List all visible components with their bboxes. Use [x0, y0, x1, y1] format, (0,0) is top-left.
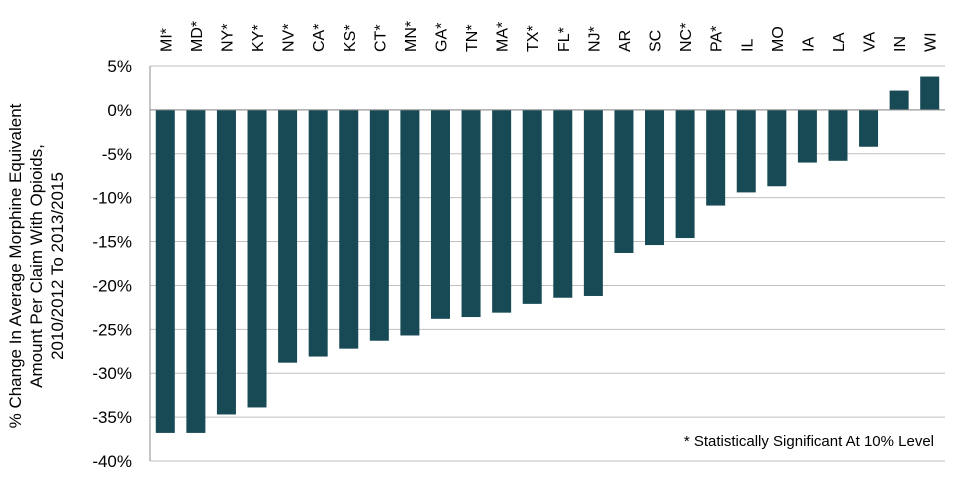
- category-label: CT*: [372, 24, 389, 52]
- bars: [155, 76, 940, 433]
- category-label: MN*: [403, 21, 420, 52]
- category-label: AR: [617, 30, 634, 52]
- bar: [583, 109, 603, 296]
- bar: [400, 109, 420, 336]
- bar: [553, 109, 573, 298]
- category-label: MA*: [495, 22, 512, 52]
- category-label: GA*: [433, 23, 450, 52]
- y-axis-ticks: 5% 0% -5% -10% -15% -20% -25% -30% -35% -40%: [92, 57, 132, 471]
- category-label: TX*: [525, 25, 542, 52]
- bar: [920, 76, 940, 110]
- category-label: NV*: [281, 24, 298, 52]
- bar: [155, 109, 175, 433]
- y-axis-title-line: % Change In Average Morphine Equivalent: [6, 103, 25, 428]
- category-label: FL*: [556, 27, 573, 52]
- y-tick-label: -5%: [102, 145, 132, 164]
- bar: [645, 109, 665, 246]
- y-tick-label: -35%: [92, 408, 132, 427]
- bar: [522, 109, 542, 304]
- category-label: LA: [831, 32, 848, 52]
- category-label: TN*: [464, 24, 481, 52]
- bar: [889, 90, 909, 110]
- bar: [278, 109, 298, 363]
- y-tick-label: -30%: [92, 364, 132, 383]
- y-axis-title-line: Amount Per Claim With Opioids,: [27, 144, 46, 388]
- bar: [430, 109, 450, 319]
- y-tick-label: -10%: [92, 189, 132, 208]
- bar: [828, 109, 848, 161]
- bar: [736, 109, 756, 193]
- y-axis-title-line: 2010/2012 To 2013/2015: [48, 172, 67, 360]
- y-tick-label: -40%: [92, 452, 132, 471]
- bar: [339, 109, 359, 349]
- gridlines: [149, 65, 945, 462]
- y-tick-label: -20%: [92, 276, 132, 295]
- category-label: MD*: [189, 21, 206, 52]
- category-label: MO: [770, 26, 787, 52]
- category-label: NJ*: [586, 26, 603, 52]
- bar: [369, 109, 389, 341]
- category-label: MI*: [158, 28, 175, 52]
- category-label: IN: [892, 36, 909, 52]
- bar: [308, 109, 328, 357]
- bar: [767, 109, 787, 187]
- category-label: KY*: [250, 24, 267, 52]
- category-label: NC*: [678, 23, 695, 52]
- y-tick-label: 5%: [107, 57, 132, 76]
- bar: [461, 109, 481, 318]
- category-labels: MI* MD* NY* KY* NV* CA* KS* CT* MN* GA* TN* MA* TX* F…: [158, 21, 939, 52]
- bar: [247, 109, 267, 408]
- category-label: SC: [648, 30, 665, 52]
- bar: [706, 109, 726, 206]
- bar: [859, 109, 879, 147]
- category-label: PA*: [709, 26, 726, 52]
- category-label: IL: [739, 39, 756, 52]
- y-tick-label: -15%: [92, 233, 132, 252]
- y-tick-label: -25%: [92, 320, 132, 339]
- category-label: VA: [862, 32, 879, 52]
- y-tick-label: 0%: [107, 101, 132, 120]
- category-label: IA: [800, 37, 817, 52]
- bar: [216, 109, 236, 415]
- bar: [797, 109, 817, 163]
- category-label: KS*: [342, 24, 359, 52]
- significance-note: * Statistically Significant At 10% Level: [684, 433, 934, 450]
- category-label: NY*: [219, 24, 236, 52]
- y-axis-title: % Change In Average Morphine Equivalent A…: [6, 103, 67, 428]
- bar: [186, 109, 206, 433]
- bar: [675, 109, 695, 239]
- category-label: CA*: [311, 24, 328, 52]
- bar: [614, 109, 634, 253]
- bar: [492, 109, 512, 313]
- category-label: WI: [923, 32, 940, 52]
